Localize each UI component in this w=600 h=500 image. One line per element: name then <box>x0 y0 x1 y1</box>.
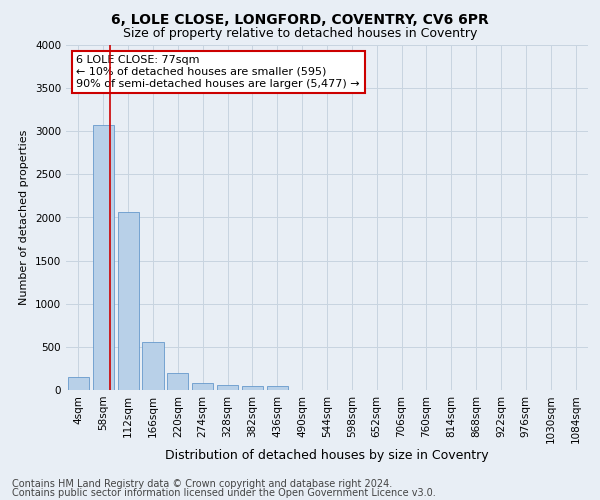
Text: Contains HM Land Registry data © Crown copyright and database right 2024.: Contains HM Land Registry data © Crown c… <box>12 479 392 489</box>
Text: 6, LOLE CLOSE, LONGFORD, COVENTRY, CV6 6PR: 6, LOLE CLOSE, LONGFORD, COVENTRY, CV6 6… <box>111 12 489 26</box>
X-axis label: Distribution of detached houses by size in Coventry: Distribution of detached houses by size … <box>165 449 489 462</box>
Bar <box>217 386 238 390</box>
Bar <box>142 342 164 390</box>
Text: 6 LOLE CLOSE: 77sqm
← 10% of detached houses are smaller (595)
90% of semi-detac: 6 LOLE CLOSE: 77sqm ← 10% of detached ho… <box>76 56 360 88</box>
Bar <box>68 377 89 390</box>
Bar <box>167 373 188 390</box>
Bar <box>118 212 139 390</box>
Bar <box>192 383 213 390</box>
Bar <box>267 386 288 390</box>
Y-axis label: Number of detached properties: Number of detached properties <box>19 130 29 305</box>
Text: Size of property relative to detached houses in Coventry: Size of property relative to detached ho… <box>123 28 477 40</box>
Text: Contains public sector information licensed under the Open Government Licence v3: Contains public sector information licen… <box>12 488 436 498</box>
Bar <box>93 125 114 390</box>
Bar <box>242 386 263 390</box>
